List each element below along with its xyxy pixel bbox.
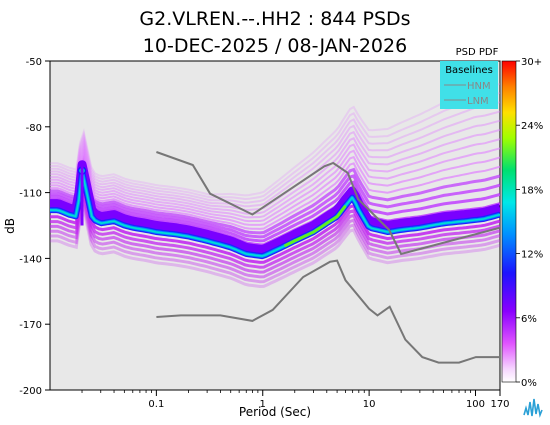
pdf-core [50,160,500,254]
pdf-contour [50,82,500,197]
pdf-contour [50,203,500,289]
pdf-contour [50,198,500,284]
pdf-contour [50,150,500,226]
x-tick-label: 100 [466,399,485,410]
pdf-contour [50,153,500,235]
colorbar-tick-label: 0% [521,378,537,389]
colorbar-ticks: 30+ 24% 18% 12% 6% 0% [516,57,543,389]
legend-hnm-label: HNM [467,81,491,92]
pdf-contour [50,189,500,274]
y-tick-label: -200 [19,386,42,397]
x-tick-label: 170 [490,399,509,410]
pdf-contour [50,152,500,230]
pdf-contour [50,128,500,215]
pdf-contour [50,92,500,201]
colorbar [501,60,517,383]
x-tick-label: 10 [363,399,376,410]
x-axis-label: Period (Sec) [239,405,311,419]
colorbar-tick-label: 30+ [521,57,542,68]
pdf-peak [283,204,347,248]
y-tick-label: -80 [26,123,42,134]
colorbar-tick-label: 24% [521,121,543,132]
pdf-contour [50,138,500,219]
pdf-contour [50,110,500,208]
y-tick-label: -110 [19,189,42,200]
pdf-contour [50,179,500,264]
y-tick-label: -170 [19,320,42,331]
y-axis: -50 -80 -110 -140 -170 -200 [19,57,50,397]
pdf-contour [50,147,500,223]
pdf-contour [50,101,500,204]
legend-lnm-label: LNM [467,96,489,107]
colorbar-title: PSD PDF [456,47,499,58]
legend: Baselines HNM LNM [440,61,498,109]
y-tick-label: -50 [26,57,42,68]
baselines [156,151,500,364]
logo-icon [522,397,544,419]
hnm-baseline-line [156,151,500,256]
pdf-contour [50,156,500,239]
colorbar-tick-label: 18% [521,185,543,196]
y-axis-label: dB [3,218,17,234]
legend-title: Baselines [445,65,493,76]
chart-subtitle: 10-DEC-2025 / 08-JAN-2026 [143,35,407,57]
lnm-baseline-line [156,259,500,364]
chart-title: G2.VLREN.--.HH2 : 844 PSDs [139,8,410,30]
y-tick-label: -140 [19,254,42,265]
x-axis: 0.1 1 10 100 170 [81,390,510,410]
colorbar-tick-label: 6% [521,314,537,325]
pdf-contour [50,159,500,243]
x-tick-label: 0.1 [148,399,164,410]
pdf-core [50,170,500,257]
colorbar-tick-label: 12% [521,250,543,261]
x-tick-label: 1 [260,399,266,410]
pdf-contour [50,184,500,269]
